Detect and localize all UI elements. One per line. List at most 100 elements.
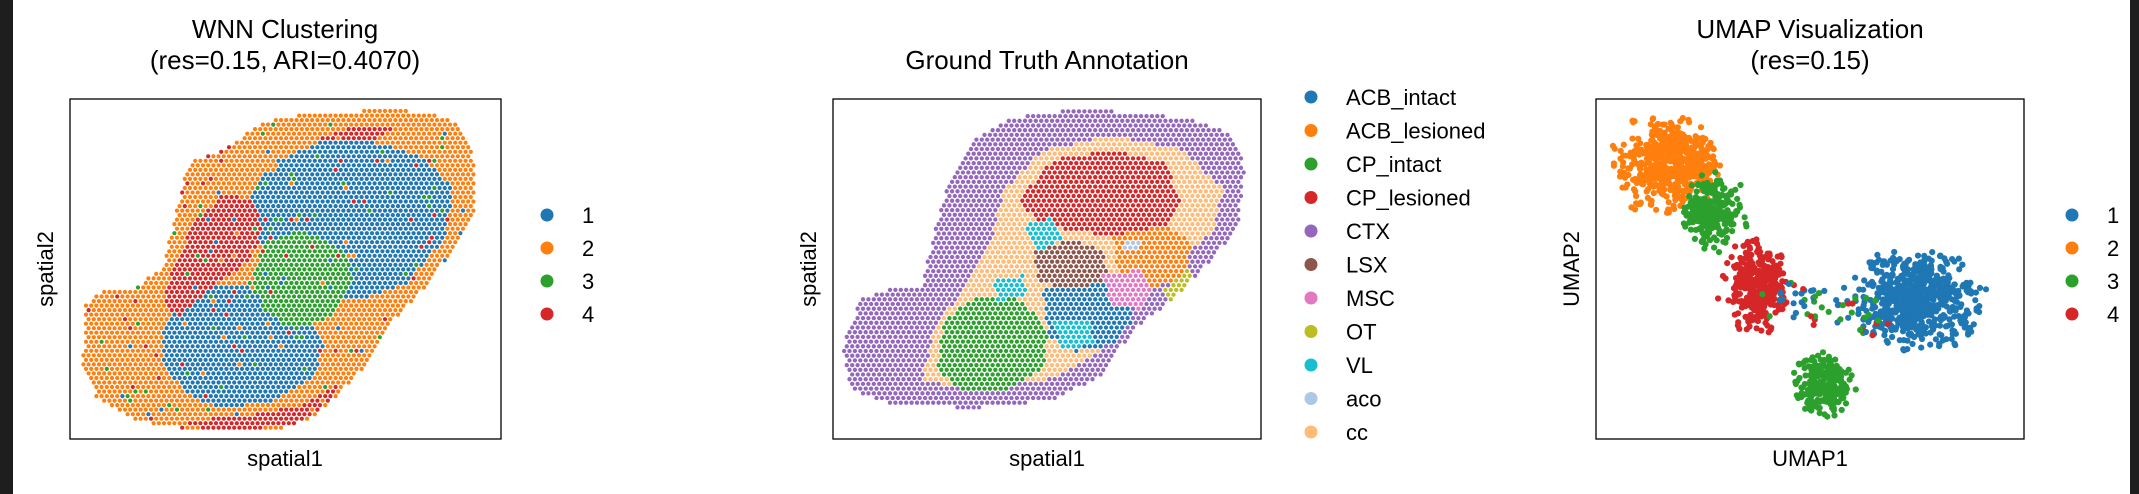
data-point-cluster-1 (211, 389, 216, 394)
data-point-cluster-2 (174, 253, 180, 258)
data-point-cluster-1 (416, 222, 421, 227)
data-point-cluster-1 (167, 348, 172, 353)
data-point-cluster-2 (411, 113, 416, 118)
data-point-cluster-2 (159, 416, 164, 421)
data-point-CTX (1230, 189, 1236, 194)
data-point-cluster-1 (434, 190, 440, 195)
data-point-cluster-4 (258, 226, 263, 231)
data-point-cluster-1 (442, 194, 447, 200)
data-point-CP_lesioned (1057, 189, 1063, 194)
data-point-CP_lesioned (1103, 193, 1109, 199)
data-point-cluster-3 (268, 308, 273, 313)
data-point-CP_lesioned (1120, 156, 1125, 161)
data-point-cluster-2 (273, 163, 278, 168)
data-point-cluster-1 (276, 204, 281, 209)
data-point-cc (1025, 236, 1030, 241)
data-point-cluster-2 (304, 398, 310, 403)
data-point-cluster-2 (159, 362, 164, 367)
data-point-cluster-2 (393, 308, 398, 313)
data-point-cc (1014, 189, 1020, 194)
data-point-CP_lesioned (1106, 160, 1111, 166)
data-point-cluster-1 (421, 204, 427, 209)
data-point-cluster-2 (169, 416, 174, 421)
data-point-cc (1182, 170, 1187, 175)
data-point-cc (1039, 165, 1044, 170)
data-point-cluster-2 (247, 163, 252, 168)
data-point-CP_lesioned (1147, 203, 1152, 208)
data-point-cluster-1 (273, 344, 278, 349)
data-point-cluster-2 (336, 353, 341, 358)
data-point-cluster-1 (258, 326, 263, 331)
data-point-cluster-1 (364, 213, 369, 218)
data-point-CTX (985, 175, 990, 180)
data-point-cluster-2 (198, 158, 203, 163)
data-point-cluster-2 (109, 375, 115, 381)
data-point-cluster-3 (286, 249, 291, 254)
data-point-cluster-2 (356, 118, 362, 123)
data-point-CTX (982, 160, 987, 166)
data-point-cc (1182, 189, 1187, 194)
data-point-cluster-2 (445, 163, 450, 168)
data-point-cluster-1 (341, 145, 346, 150)
data-point-cluster-4 (211, 308, 216, 313)
data-point-CP_lesioned (1057, 207, 1063, 213)
data-point-cc (1187, 170, 1192, 175)
data-point-cluster-2 (372, 299, 377, 304)
data-point-cluster-1 (299, 326, 304, 331)
data-point-cluster-1 (258, 380, 263, 385)
data-point-cluster-2 (463, 222, 468, 227)
data-point-cluster-2 (229, 149, 234, 154)
data-point-cluster-2 (91, 371, 96, 376)
data-point-cluster-4 (219, 240, 224, 245)
data-point-cluster-3 (271, 285, 276, 290)
data-point-cluster-2 (102, 335, 107, 340)
data-point-cluster-1 (252, 299, 258, 304)
data-point-cluster-1 (260, 357, 265, 362)
data-point-CTX (1192, 151, 1198, 156)
data-point-cc (1195, 231, 1200, 236)
data-point-cluster-2 (125, 348, 130, 353)
data-point-cluster-1 (250, 375, 255, 381)
data-point-cluster-1 (382, 199, 388, 204)
data-point-cluster-2 (351, 253, 356, 258)
data-point-cc (1163, 146, 1168, 152)
data-point-cluster-2 (351, 362, 356, 367)
data-point-cluster-2 (211, 299, 216, 304)
data-point-CTX (1130, 128, 1136, 133)
data-point-cluster-3 (252, 226, 258, 231)
data-point-cluster-2 (382, 326, 388, 331)
data-point-cluster-4 (237, 253, 242, 258)
data-point-cluster-2 (369, 303, 375, 308)
data-point-cluster-2 (450, 226, 455, 231)
data-point-CP_lesioned (1036, 198, 1041, 203)
data-point-cluster-2 (151, 421, 156, 426)
data-point-CTX (1206, 137, 1211, 142)
data-point-cluster-2 (284, 154, 289, 159)
data-point-cluster-2 (229, 276, 234, 281)
data-point-CP_lesioned (1163, 175, 1168, 180)
data-point-cluster-2 (364, 122, 369, 127)
data-point-cluster-1 (359, 222, 364, 227)
data-point-cluster-4 (198, 267, 203, 272)
data-point-cluster-2 (445, 235, 450, 240)
data-point-cluster-1 (359, 258, 364, 263)
data-point-CTX (1047, 142, 1052, 147)
data-point-cluster-1 (395, 213, 401, 218)
data-point-cluster-2 (468, 194, 473, 200)
data-point-cluster-2 (432, 249, 437, 254)
data-point-CTX (963, 193, 968, 199)
data-point-cluster-1 (278, 181, 284, 186)
legend-label: 1 (582, 203, 594, 228)
data-point-cc (1203, 207, 1209, 213)
data-point-cluster-2 (395, 113, 401, 118)
data-point-cluster-1 (372, 172, 377, 177)
data-point-cluster-2 (195, 190, 200, 195)
data-point-cluster-3 (185, 371, 190, 376)
data-point-cluster-2 (346, 371, 351, 376)
data-point-cluster-2 (83, 357, 89, 362)
data-point-cluster-4 (427, 158, 432, 163)
data-point-cluster-2 (120, 339, 125, 344)
data-point-cluster-3 (330, 253, 336, 258)
data-point-CTX (976, 189, 982, 194)
data-point-cluster-1 (312, 149, 317, 154)
